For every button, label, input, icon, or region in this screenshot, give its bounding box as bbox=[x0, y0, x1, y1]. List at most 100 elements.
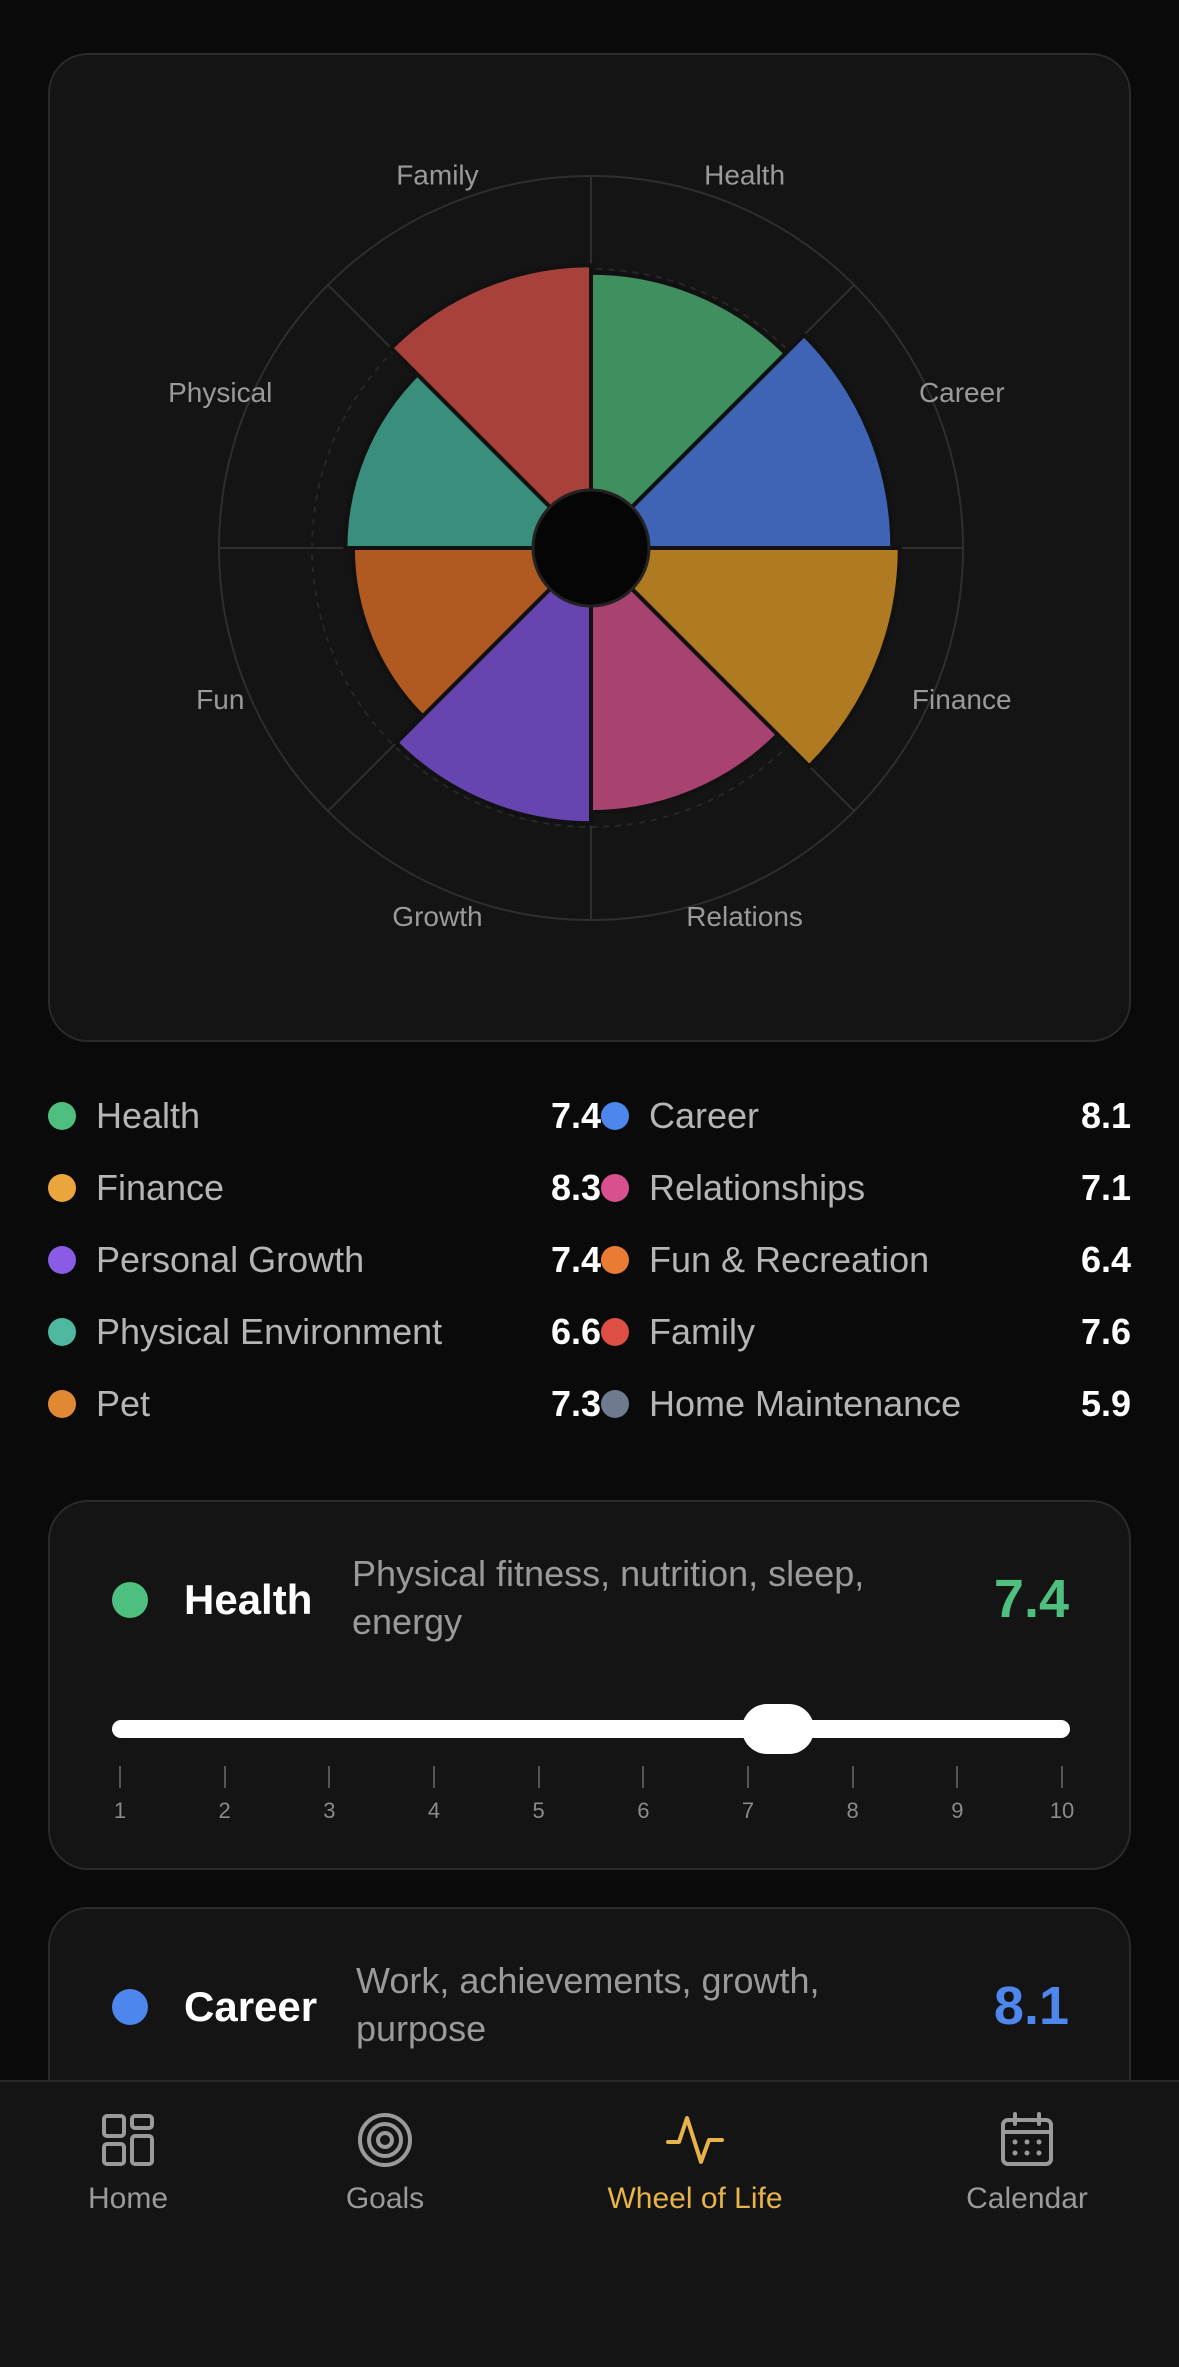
score-slider-thumb[interactable] bbox=[742, 1704, 815, 1754]
legend-label: Family bbox=[649, 1311, 755, 1352]
axis-label-finance: Finance bbox=[912, 684, 1012, 715]
legend-value: 7.3 bbox=[550, 1383, 601, 1424]
nav-label: Home bbox=[87, 2182, 169, 2215]
tick-label: 4 bbox=[427, 1798, 441, 1823]
legend-label: Finance bbox=[96, 1167, 225, 1208]
legend-label: Physical Environment bbox=[96, 1311, 443, 1352]
tick-label: 1 bbox=[113, 1798, 127, 1823]
health-category-card: Health Physical fitness, nutrition, slee… bbox=[48, 1500, 1131, 1870]
axis-label-relations: Relations bbox=[686, 901, 803, 932]
category-name: Health bbox=[184, 1576, 313, 1623]
legend-item: Family 7.6 bbox=[601, 1296, 1131, 1368]
category-description: Work, achievements, growth, purpose bbox=[356, 1960, 820, 2049]
nav-label: Calendar bbox=[966, 2182, 1088, 2215]
wheel-chart-card: Health Career Finance Relations Growth Fun Phy… bbox=[48, 53, 1131, 1042]
wheel-of-life-chart[interactable]: Health Career Finance Relations Growth Fun Phy… bbox=[50, 55, 1131, 1042]
legend-label: Career bbox=[649, 1095, 760, 1136]
slider-tick: 1 bbox=[100, 1766, 140, 1824]
legend-item: Home Maintenance 5.9 bbox=[601, 1368, 1131, 1440]
tick-mark bbox=[433, 1766, 435, 1788]
bottom-navigation: Home Goals Wheel of Life Calendar bbox=[0, 2080, 1179, 2367]
nav-item-calendar[interactable]: Calendar bbox=[917, 2110, 1137, 2216]
legend-item: Relationships 7.1 bbox=[601, 1152, 1131, 1224]
category-name: Career bbox=[184, 1983, 318, 2030]
slider-tick: 6 bbox=[623, 1766, 663, 1824]
legend-value: 6.6 bbox=[550, 1311, 601, 1352]
wheel-segment-physical bbox=[343, 371, 596, 550]
legend-dot bbox=[601, 1102, 629, 1130]
target-icon bbox=[358, 2113, 412, 2167]
tick-label: 8 bbox=[846, 1798, 859, 1823]
nav-item-goals[interactable]: Goals bbox=[275, 2110, 495, 2216]
tick-label: 2 bbox=[218, 1798, 231, 1823]
tick-label: 3 bbox=[323, 1798, 336, 1823]
legend-dot bbox=[48, 1318, 76, 1346]
legend-dot bbox=[601, 1246, 629, 1274]
tick-label: 5 bbox=[532, 1798, 545, 1823]
nav-item-wheel-of-life[interactable]: Wheel of Life bbox=[585, 2110, 805, 2216]
slider-tick: 2 bbox=[205, 1766, 245, 1824]
legend-value: 5.9 bbox=[1080, 1383, 1131, 1424]
wheel-segment-family bbox=[388, 263, 593, 553]
slider-tick: 9 bbox=[937, 1766, 977, 1824]
legend-item: Finance 8.3 bbox=[48, 1152, 601, 1224]
legend-value: 8.3 bbox=[550, 1167, 601, 1208]
legend: Health 7.4 Career 8.1 Finance 8.3 Relati… bbox=[48, 1080, 1131, 1440]
nav-item-home[interactable]: Home bbox=[18, 2110, 238, 2216]
tick-mark bbox=[328, 1766, 331, 1788]
legend-item: Career 8.1 bbox=[601, 1080, 1131, 1152]
tick-label: 10 bbox=[1049, 1798, 1075, 1823]
tick-label: 9 bbox=[951, 1798, 964, 1823]
axis-label-growth: Growth bbox=[392, 901, 482, 932]
axis-label-fun: Fun bbox=[196, 684, 244, 715]
tick-label: 6 bbox=[637, 1798, 650, 1823]
legend-dot bbox=[601, 1318, 629, 1346]
legend-value: 7.4 bbox=[550, 1239, 601, 1280]
slider-tick: 10 bbox=[1042, 1766, 1082, 1824]
slider-tick: 8 bbox=[833, 1766, 873, 1824]
tick-mark bbox=[851, 1766, 854, 1788]
legend-value: 8.1 bbox=[1080, 1095, 1131, 1136]
legend-item: Personal Growth 7.4 bbox=[48, 1224, 601, 1296]
legend-dot bbox=[601, 1390, 629, 1418]
wheel-segment-fun bbox=[350, 546, 596, 720]
slider-tick: 3 bbox=[309, 1766, 349, 1824]
axis-label-career: Career bbox=[919, 377, 1005, 408]
slider-tick: 5 bbox=[519, 1766, 559, 1824]
category-score: 8.1 bbox=[993, 1976, 1069, 2036]
legend-value: 7.6 bbox=[1080, 1311, 1131, 1352]
legend-value: 7.1 bbox=[1080, 1167, 1131, 1208]
category-color-dot bbox=[112, 1989, 148, 2025]
wheel-segment-health bbox=[589, 270, 789, 553]
calendar-icon bbox=[1001, 2112, 1053, 2166]
tick-mark bbox=[537, 1766, 540, 1788]
legend-item: Fun & Recreation 6.4 bbox=[601, 1224, 1131, 1296]
legend-dot bbox=[48, 1174, 76, 1202]
category-color-dot bbox=[112, 1582, 148, 1618]
legend-dot bbox=[48, 1390, 76, 1418]
tick-label: 7 bbox=[741, 1798, 755, 1823]
legend-label: Fun & Recreation bbox=[649, 1239, 930, 1280]
legend-dot bbox=[601, 1174, 629, 1202]
legend-value: 7.4 bbox=[550, 1095, 601, 1136]
axis-label-health: Health bbox=[704, 160, 785, 191]
legend-item: Health 7.4 bbox=[48, 1080, 601, 1152]
axis-label-physical: Physical bbox=[168, 377, 272, 408]
tick-mark bbox=[956, 1766, 959, 1788]
legend-label: Relationships bbox=[649, 1167, 866, 1208]
legend-value: 6.4 bbox=[1080, 1239, 1131, 1280]
tick-mark bbox=[1061, 1766, 1063, 1788]
nav-label: Goals bbox=[345, 2182, 425, 2215]
legend-dot bbox=[48, 1102, 76, 1130]
category-score: 7.4 bbox=[993, 1569, 1069, 1629]
legend-label: Personal Growth bbox=[96, 1239, 365, 1280]
pulse-icon bbox=[666, 2116, 724, 2164]
slider-scale: 1 2 3 4 5 6 7 8 9 10 bbox=[112, 1766, 1074, 1826]
legend-label: Health bbox=[96, 1095, 201, 1136]
legend-label: Pet bbox=[96, 1383, 151, 1424]
wheel-segment-finance bbox=[586, 546, 902, 770]
tick-mark bbox=[747, 1766, 749, 1788]
nav-label: Wheel of Life bbox=[607, 2182, 783, 2215]
score-slider-track[interactable] bbox=[112, 1720, 1070, 1738]
wheel-center bbox=[531, 488, 651, 608]
